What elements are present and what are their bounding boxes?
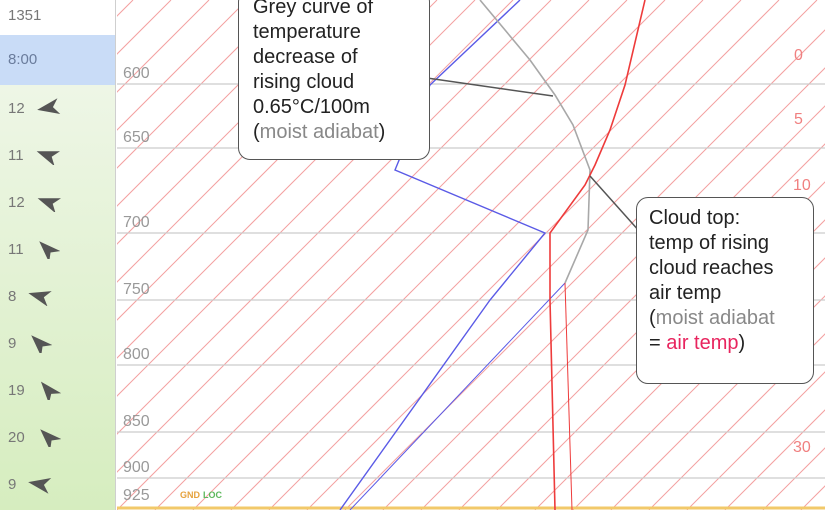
wind-arrow-icon bbox=[39, 429, 61, 447]
callout1-line6: (moist adiabat) bbox=[253, 121, 386, 143]
loc-label: LOC bbox=[203, 490, 222, 500]
temperature-label: 0 bbox=[794, 47, 803, 64]
wind-row: 12 bbox=[8, 85, 108, 131]
isotherm-line bbox=[117, 0, 134, 17]
isotherm-line bbox=[117, 0, 210, 93]
callout1-line2: temperature bbox=[253, 21, 361, 43]
pressure-label: 850 bbox=[123, 413, 150, 430]
temperature-label: 10 bbox=[793, 177, 811, 194]
pressure-label: 750 bbox=[123, 281, 150, 298]
moist-adiabat-term: moist adiabat bbox=[655, 307, 775, 329]
wind-arrow-icon bbox=[40, 381, 61, 400]
isotherm-line bbox=[117, 0, 552, 435]
wind-arrow-icon bbox=[36, 98, 60, 114]
isotherm-line bbox=[724, 409, 825, 510]
air-temperature-curve-secondary bbox=[564, 282, 573, 510]
isotherm-line bbox=[117, 0, 286, 169]
isotherm-line bbox=[0, 0, 57, 510]
wind-column: 12 11 12 11 8 9 19 20 9 bbox=[0, 85, 115, 510]
pressure-label: 800 bbox=[123, 346, 150, 363]
isotherm-line bbox=[192, 0, 704, 510]
wind-row: 11 bbox=[8, 226, 108, 272]
temperature-labels: 0 5 10 30 bbox=[793, 47, 811, 456]
wind-speed: 12 bbox=[8, 99, 25, 117]
dewpoint-curve bbox=[339, 0, 547, 510]
callout2-line4: air temp bbox=[649, 282, 722, 304]
isotherm-line bbox=[648, 333, 825, 510]
wind-row: 12 bbox=[8, 179, 108, 225]
wind-arrow-icon bbox=[28, 478, 52, 494]
wind-row: 19 bbox=[8, 367, 108, 413]
callout2-line3: cloud reaches bbox=[649, 257, 774, 279]
pressure-label: 700 bbox=[123, 214, 150, 231]
dewpoint-curve-secondary bbox=[349, 282, 566, 510]
wind-speed: 9 bbox=[8, 475, 17, 493]
isotherm-line bbox=[572, 257, 825, 510]
wind-speed: 12 bbox=[8, 193, 25, 211]
isotherm-line bbox=[117, 0, 248, 131]
callout2-line1: Cloud top: bbox=[649, 207, 741, 229]
isotherm-line bbox=[610, 295, 825, 510]
isotherm-line bbox=[117, 0, 628, 510]
air-temp-term: air temp bbox=[666, 332, 739, 354]
wind-speed: 9 bbox=[8, 334, 17, 352]
wind-speed: 8 bbox=[8, 287, 17, 305]
moist-adiabat-callout: Grey curve of temperature decrease of ri… bbox=[238, 0, 430, 160]
sounding-sidebar: 1351 8:00 12 11 12 11 8 9 19 20 9 bbox=[0, 0, 116, 510]
isotherm-line bbox=[117, 0, 590, 473]
isotherm-line bbox=[0, 0, 19, 510]
wind-row: 20 bbox=[8, 414, 108, 460]
wind-arrow-icon bbox=[38, 241, 60, 259]
wind-row: 9 bbox=[8, 461, 108, 507]
callout1-line5: 0.65°C/100m bbox=[253, 96, 370, 118]
wind-speed: 11 bbox=[8, 146, 24, 164]
sounding-id: 1351 bbox=[0, 0, 115, 35]
callout1-line1: Grey curve of bbox=[253, 0, 374, 18]
callout2-pointer bbox=[589, 175, 641, 233]
time-selector[interactable]: 8:00 bbox=[0, 35, 115, 85]
isotherm-line bbox=[154, 0, 666, 510]
pressure-label: 600 bbox=[123, 65, 150, 82]
moist-adiabat-curve bbox=[479, 0, 591, 284]
pressure-label: 925 bbox=[123, 487, 150, 504]
temperature-label: 30 bbox=[793, 439, 811, 456]
isotherm-line bbox=[230, 0, 742, 510]
air-temperature-curve bbox=[549, 0, 646, 510]
wind-arrow-icon bbox=[37, 198, 61, 212]
temperature-label: 5 bbox=[794, 111, 803, 128]
callout1-line4: rising cloud bbox=[253, 71, 355, 93]
wind-speed: 11 bbox=[8, 240, 24, 258]
callout1-pointer bbox=[426, 77, 554, 97]
isotherm-line bbox=[686, 371, 825, 510]
moist-adiabat-term: moist adiabat bbox=[259, 121, 379, 143]
gnd-label: GND bbox=[180, 490, 201, 500]
isotherm-line bbox=[306, 0, 818, 510]
isotherm-line bbox=[0, 0, 95, 510]
wind-speed: 19 bbox=[8, 381, 25, 399]
wind-row: 9 bbox=[8, 320, 108, 366]
pressure-label: 650 bbox=[123, 129, 150, 146]
wind-row: 8 bbox=[8, 273, 108, 319]
cloud-top-callout: Cloud top: temp of rising cloud reaches … bbox=[636, 197, 814, 384]
callout1-line3: decrease of bbox=[253, 46, 358, 68]
wind-arrow-icon bbox=[28, 291, 53, 306]
pressure-label: 900 bbox=[123, 459, 150, 476]
wind-speed: 20 bbox=[8, 428, 25, 446]
callout2-line6: = air temp) bbox=[649, 332, 746, 354]
callout2-line2: temp of rising bbox=[649, 232, 770, 254]
wind-arrow-icon bbox=[31, 335, 53, 353]
wind-row: 11 bbox=[8, 132, 108, 178]
wind-arrow-icon bbox=[36, 151, 60, 165]
pressure-labels: 600 650 700 750 800 850 900 925 bbox=[123, 65, 150, 504]
callout2-line5: (moist adiabat bbox=[649, 307, 775, 329]
isotherm-line bbox=[268, 0, 780, 510]
